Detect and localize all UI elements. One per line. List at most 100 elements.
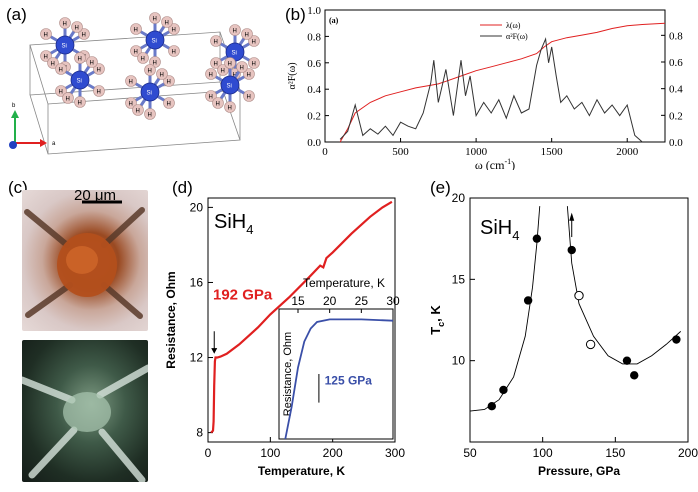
h-atom-label: H bbox=[247, 95, 251, 101]
h-atom-label: H bbox=[136, 109, 140, 115]
h-atom bbox=[241, 28, 253, 40]
h-atom-label: H bbox=[141, 57, 145, 63]
inner-label: (a) bbox=[329, 16, 339, 25]
y-tick-label-left: 0.2 bbox=[307, 111, 321, 123]
si-atom bbox=[140, 82, 160, 102]
h-atom-label: H bbox=[134, 50, 138, 56]
crystal-structure: HHHHHHHHSiHHHHHHHHSiHHHHHHHHSiHHHHHHHHSi… bbox=[9, 12, 260, 155]
h-atom-label: H bbox=[252, 40, 256, 46]
scalebar-label: 20 μm bbox=[74, 190, 116, 204]
x-tick-label: 0 bbox=[205, 446, 212, 460]
h-atom bbox=[86, 56, 98, 68]
x-axis-label: ω (cm-1) bbox=[475, 157, 515, 170]
h-atom bbox=[210, 57, 222, 69]
h-atom-label: H bbox=[245, 33, 249, 39]
h-atom-label: H bbox=[66, 97, 70, 103]
h-atom-label: H bbox=[51, 62, 55, 68]
x-tick-label: 1000 bbox=[465, 146, 488, 158]
inset-y-axis-label: Resistance, Ohm bbox=[282, 332, 294, 416]
si-atom-label: Si bbox=[227, 84, 232, 90]
x-tick-label: 500 bbox=[392, 146, 409, 158]
y-tick-label-left: 1.0 bbox=[307, 5, 321, 17]
data-point-open bbox=[574, 290, 584, 301]
h-atom-label: H bbox=[148, 69, 152, 75]
h-atom-label: H bbox=[129, 80, 133, 86]
y-tick-label: 20 bbox=[452, 191, 466, 205]
h-atom bbox=[243, 68, 255, 80]
h-atom bbox=[224, 101, 236, 113]
x-axis-label: Pressure, GPa bbox=[538, 464, 620, 478]
h-atom-label: H bbox=[214, 62, 218, 68]
chart-e: 50 100 150 200 10 15 20 Pressure, GPa Tc, K SiH4 bbox=[428, 191, 698, 478]
h-atom-label: H bbox=[252, 62, 256, 68]
h-atom-label: H bbox=[78, 57, 82, 63]
y-tick-label: 8 bbox=[196, 426, 203, 440]
si-atom bbox=[145, 30, 165, 50]
inset-x-tick-label: 15 bbox=[291, 294, 305, 308]
guide-curve-right bbox=[566, 206, 682, 365]
panel-e-label: (e) bbox=[430, 178, 451, 197]
h-atom-label: H bbox=[228, 106, 232, 112]
y-tick-label-right: 0.0 bbox=[669, 137, 683, 149]
x-tick-label: 200 bbox=[323, 446, 343, 460]
h-atom-label: H bbox=[90, 61, 94, 67]
h-atom bbox=[47, 57, 59, 69]
h-atom-label: H bbox=[209, 73, 213, 79]
h-atom bbox=[243, 90, 255, 102]
data-point-filled bbox=[672, 335, 681, 344]
y-tick-label: 10 bbox=[452, 354, 466, 368]
h-atom bbox=[168, 45, 180, 57]
h-atom bbox=[55, 63, 67, 75]
x-tick-label: 150 bbox=[605, 446, 625, 460]
y-tick-label-right: 0.6 bbox=[669, 57, 683, 69]
y-axis-label: Resistance, Ohm bbox=[164, 271, 178, 368]
y-tick-label: 12 bbox=[190, 351, 204, 365]
compound-label: SiH4 bbox=[480, 217, 519, 243]
h-atom bbox=[163, 97, 175, 109]
h-atom bbox=[71, 21, 83, 33]
h-atom bbox=[224, 57, 236, 69]
h-atom bbox=[248, 35, 260, 47]
plot-frame bbox=[469, 197, 689, 443]
axis-a-label: a bbox=[52, 141, 56, 147]
tc-arrow-head bbox=[569, 212, 575, 221]
h-atom bbox=[55, 85, 67, 97]
panel-e: (e) 50 100 150 200 10 15 20 Pressure, GPa Tc, K S… bbox=[420, 172, 698, 492]
y-tick-label: 15 bbox=[452, 272, 466, 286]
h-atom-label: H bbox=[214, 40, 218, 46]
data-point-filled bbox=[523, 296, 533, 305]
sample-photo-bottom bbox=[22, 340, 148, 482]
h-atom-label: H bbox=[78, 101, 82, 107]
data-point-open bbox=[585, 339, 596, 350]
panel-d-label: (d) bbox=[172, 178, 193, 197]
h-atom-label: H bbox=[75, 26, 79, 32]
h-atom bbox=[40, 50, 52, 62]
h-atom bbox=[59, 17, 71, 29]
data-point-filled bbox=[499, 385, 508, 395]
panel-b-label: (b) bbox=[285, 5, 306, 24]
chart-b: 0 500 1000 1500 2000 0.0 0.2 0.4 0.6 0.8 1.0 0.0 0.2… bbox=[287, 5, 683, 170]
h-atom bbox=[93, 63, 105, 75]
h-atom-label: H bbox=[233, 29, 237, 35]
h-atom-label: H bbox=[59, 90, 63, 96]
c-axis-dot bbox=[9, 141, 17, 149]
panel-a: (a) HHHHHHHHSiHHHHHHHHSiHHHHHHHHSiHHHHHH… bbox=[0, 0, 260, 155]
y-tick-label-left: 0.8 bbox=[307, 31, 321, 43]
inset-x-tick-label: 20 bbox=[323, 294, 337, 308]
h-atom-label: H bbox=[160, 73, 164, 79]
h-atom bbox=[248, 57, 260, 69]
data-point-filled bbox=[622, 356, 632, 365]
y-tick-label-left: 0.4 bbox=[307, 84, 321, 96]
h-atom bbox=[168, 23, 180, 35]
y-tick-label: 20 bbox=[190, 200, 204, 214]
h-atom bbox=[132, 104, 144, 116]
h-atom bbox=[74, 96, 86, 108]
h-atom bbox=[163, 75, 175, 87]
compound-label: SiH4 bbox=[214, 211, 253, 237]
plot-frame bbox=[324, 9, 666, 143]
h-atom bbox=[205, 68, 217, 80]
h-atom bbox=[205, 90, 217, 102]
data-point-filled bbox=[532, 234, 542, 243]
x-axis-label: Temperature, K bbox=[258, 464, 345, 478]
y-tick-label-left: 0.0 bbox=[307, 137, 321, 149]
